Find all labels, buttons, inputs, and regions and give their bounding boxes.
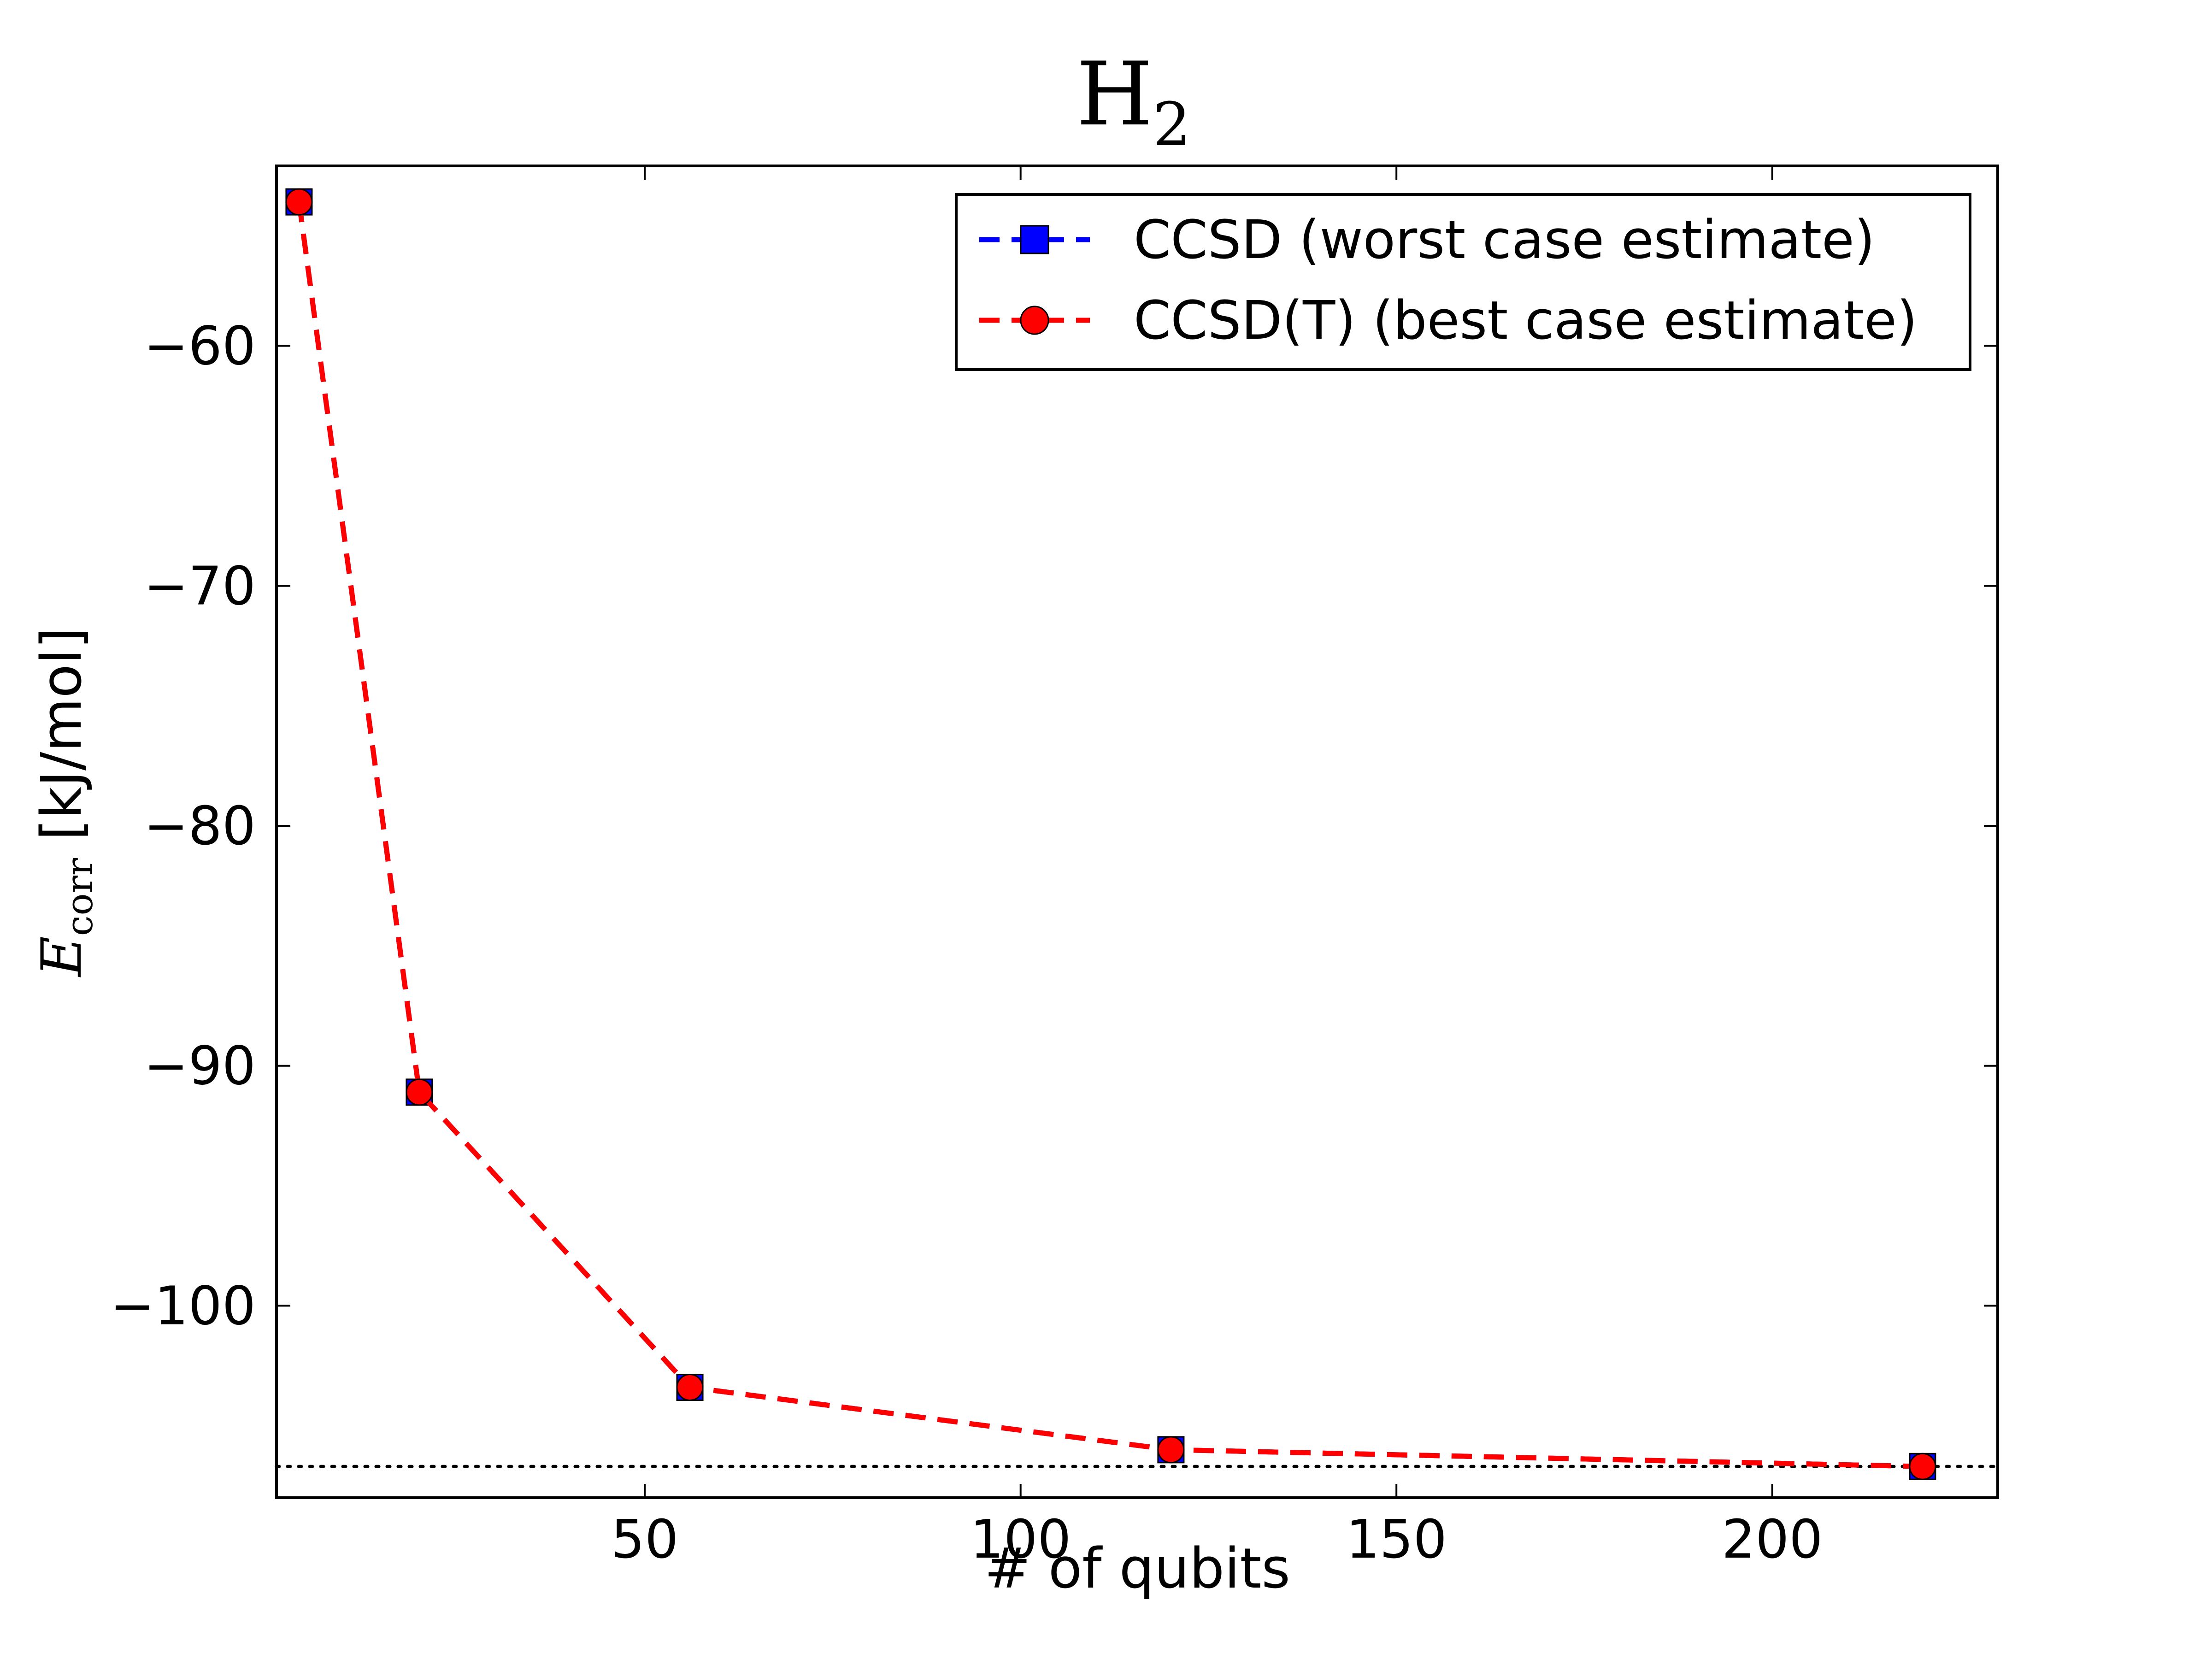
chart-title: H2 (1077, 43, 1191, 159)
y-tick-label: −80 (144, 795, 256, 857)
x-tick-label: 100 (970, 1509, 1071, 1571)
y-tick-label: −90 (144, 1035, 256, 1097)
legend-entry-ccsdt: CCSD(T) (best case estimate) (979, 290, 1918, 352)
y-axis-label-symbol: E (30, 936, 94, 977)
y-axis-label-subscript: corr (58, 858, 101, 936)
chart-title-subscript: 2 (1153, 89, 1191, 159)
legend-marker-circle (1020, 306, 1049, 335)
data-point-circle (1909, 1453, 1936, 1480)
y-axis-label: Ecorr [kJ/mol] (30, 627, 101, 977)
chart-title-main: H (1077, 43, 1153, 145)
x-axis-label: # of qubits (984, 1537, 1290, 1601)
plot-frame (275, 165, 1999, 1499)
y-axis-label-unit: [kJ/mol] (30, 627, 94, 841)
data-point-circle (406, 1078, 433, 1106)
legend: CCSD (worst case estimate) CCSD(T) (best… (955, 193, 1971, 371)
series-layer (285, 188, 1936, 1480)
y-tick-label: −70 (144, 555, 256, 617)
x-tick-label: 200 (1722, 1509, 1823, 1571)
data-point-circle (285, 188, 313, 216)
legend-frame (955, 193, 1971, 371)
data-point-circle (1157, 1436, 1185, 1464)
x-tick-label: 50 (611, 1509, 678, 1571)
legend-label-ccsdt: CCSD(T) (best case estimate) (1134, 290, 1918, 352)
legend-marker-square (1020, 225, 1049, 254)
legend-label-ccsd: CCSD (worst case estimate) (1134, 209, 1875, 271)
x-tick-label: 150 (1346, 1509, 1447, 1571)
series-ccsdt (285, 188, 1936, 1480)
y-tick-label: −60 (144, 316, 256, 377)
data-point-circle (676, 1373, 704, 1401)
tick-labels-layer: 50 100 150 200 −60 −70 −80 −90 −100 (110, 316, 1823, 1571)
ticks-layer (276, 166, 1998, 1498)
legend-entry-ccsd: CCSD (worst case estimate) (979, 209, 1875, 271)
svg-text:Ecorr [kJ/mol]: Ecorr [kJ/mol] (30, 627, 101, 977)
y-tick-label: −100 (110, 1275, 256, 1337)
